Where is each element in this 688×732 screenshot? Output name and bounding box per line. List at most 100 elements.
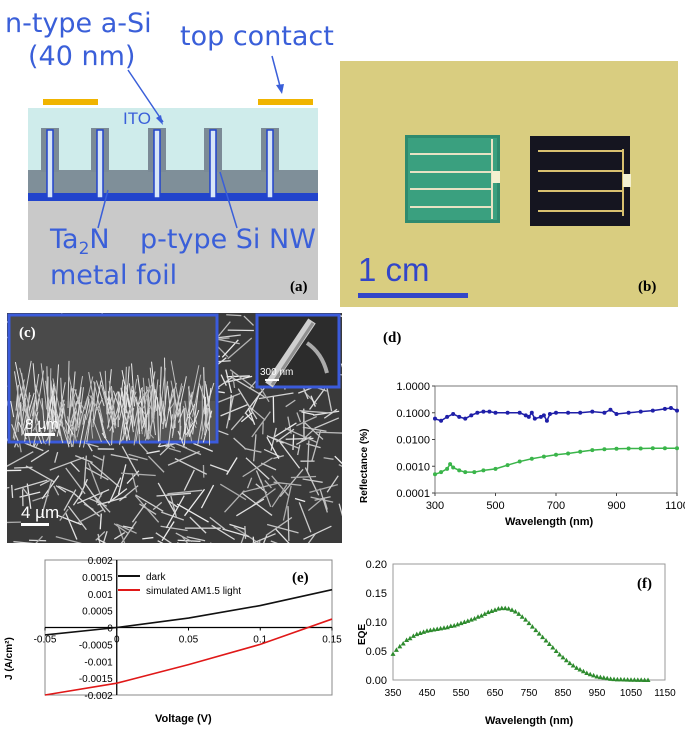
series-0-point [554, 410, 558, 415]
x-tick-label: 300 [426, 500, 444, 512]
scale-label-1cm: 1 cm [358, 251, 430, 288]
x-tick-label: 550 [453, 688, 470, 699]
series-0-point [523, 413, 528, 418]
panel-e-jv-chart: (e) J (A/cm²) Voltage (V) 0.002 0.0015 0.0… [4, 556, 342, 725]
eqe-point [407, 635, 413, 641]
eqe-point [540, 634, 546, 640]
eqe-point [584, 670, 590, 676]
series-line-1 [434, 447, 677, 476]
series-0-point [650, 408, 655, 413]
eqe-point [417, 630, 423, 636]
series-1-point [481, 468, 486, 473]
eqe-point [472, 616, 478, 621]
panel-f-tag: (f) [637, 576, 652, 592]
axis-ylabel: Reflectance (%) [359, 429, 370, 503]
series-1-point [505, 463, 510, 468]
y-tick-label: 0.10 [366, 617, 387, 629]
scale-bar-1cm [358, 293, 468, 298]
panel-a-schematic: n-type a-Si (40 nm) top contact ITO Ta2N… [5, 8, 334, 300]
eqe-point [492, 607, 498, 612]
x-tick-label: 650 [487, 688, 504, 699]
series-1-point [650, 446, 655, 451]
series-line-1 [44, 618, 333, 696]
series-1-point [433, 472, 437, 477]
x-tick-label: 850 [555, 688, 572, 699]
y-tick-label: 0.0010 [396, 461, 430, 473]
eqe-point [414, 631, 420, 637]
label-metal-foil: metal foil [50, 260, 177, 291]
nanowire-array [41, 128, 279, 199]
ta2n-layer [28, 193, 318, 201]
y-tick-label: 0.1000 [396, 408, 430, 420]
arrow-ptype [219, 171, 238, 229]
series-1-point [529, 456, 534, 461]
x-tick-label: 750 [521, 688, 538, 699]
eqe-point [526, 620, 532, 626]
series-1-point [541, 454, 546, 459]
metal-foil [28, 200, 318, 300]
eqe-point [451, 622, 457, 628]
eqe-point [461, 619, 467, 624]
eqe-point [444, 624, 450, 630]
label-ntype-line2: (40 nm) [28, 41, 135, 72]
series-0-point [529, 410, 534, 415]
scale-bar-main [21, 523, 49, 526]
series-0-point [544, 418, 549, 423]
eqe-point [523, 617, 529, 622]
eqe-point [393, 647, 399, 652]
eqe-point [404, 637, 410, 642]
x-tick-label: 1150 [654, 688, 676, 699]
series-0-point [578, 410, 583, 415]
plot-frame [434, 385, 678, 494]
eqe-point [410, 633, 416, 638]
eqe-point [458, 620, 464, 626]
axis-xlabel: Wavelength (nm) [505, 516, 594, 528]
series-0-point [517, 410, 522, 415]
eqe-point [618, 676, 624, 682]
x-tick-label: 350 [385, 688, 402, 699]
eqe-point [635, 677, 641, 682]
scale-inset-left: 8 µm [25, 416, 59, 433]
eqe-point [597, 674, 603, 680]
scale-main: 4 µm [21, 503, 59, 522]
y-tick-label: 0 [107, 624, 113, 635]
eqe-point [550, 645, 556, 650]
panel-d-reflectance-chart: (d) Reflectance (%) Wavelength (nm) 1.00… [359, 330, 685, 528]
y-tick-label: 0.05 [366, 646, 387, 658]
x-tick-label: 0.1 [253, 635, 267, 646]
series-1-point [566, 451, 571, 456]
series-1-point [517, 459, 522, 464]
eqe-point [475, 614, 481, 619]
eqe-point [553, 648, 559, 653]
series-0-point [451, 411, 456, 416]
series-1-point [602, 447, 607, 452]
panel-c-sem: (c) 8 µm 300 nm 4 µm [7, 313, 342, 543]
label-top-contact: top contact [180, 21, 334, 52]
eqe-point [499, 605, 505, 611]
scale-inset-right: 300 nm [260, 367, 293, 378]
series-0-point [602, 410, 607, 415]
x-tick-label: 1100 [665, 500, 685, 512]
eqe-point [567, 660, 573, 666]
x-tick-label: 1050 [620, 688, 643, 699]
eqe-point [512, 609, 518, 614]
y-tick-label: -0.001 [84, 657, 113, 668]
series-1-point [675, 446, 679, 451]
eqe-point [580, 668, 586, 674]
label-ito: ITO [123, 109, 151, 128]
series-0-point [463, 416, 468, 421]
series-line-0 [434, 407, 678, 423]
x-tick-label: -0.05 [34, 635, 57, 646]
series-1-point [626, 446, 631, 451]
eqe-point [400, 640, 406, 646]
y-tick-label: 0.20 [366, 559, 387, 571]
top-contact-left [43, 99, 98, 105]
series-line-0 [44, 588, 333, 636]
eqe-point [468, 617, 474, 622]
arrow-ntype [127, 69, 164, 123]
eqe-point [489, 608, 495, 613]
x-tick-label: 500 [486, 500, 504, 512]
nanowire-core-2 [153, 129, 161, 199]
x-tick-label: 0.15 [322, 635, 342, 646]
eqe-point [543, 638, 549, 643]
